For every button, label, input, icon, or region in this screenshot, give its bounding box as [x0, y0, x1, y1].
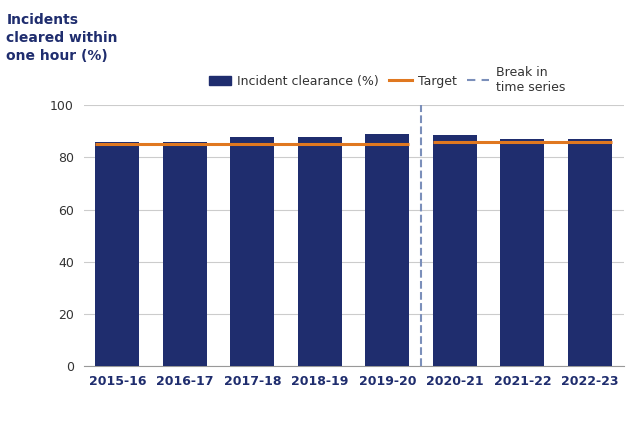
- Legend: Incident clearance (%), Target, Break in
time series: Incident clearance (%), Target, Break in…: [209, 66, 565, 94]
- Bar: [568, 139, 612, 366]
- Text: Incidents
cleared within
one hour (%): Incidents cleared within one hour (%): [6, 13, 118, 64]
- Bar: [298, 136, 342, 366]
- Bar: [230, 137, 275, 366]
- Bar: [433, 135, 477, 366]
- Bar: [365, 134, 410, 366]
- Bar: [95, 142, 140, 366]
- Bar: [500, 139, 545, 366]
- Bar: [163, 142, 207, 366]
